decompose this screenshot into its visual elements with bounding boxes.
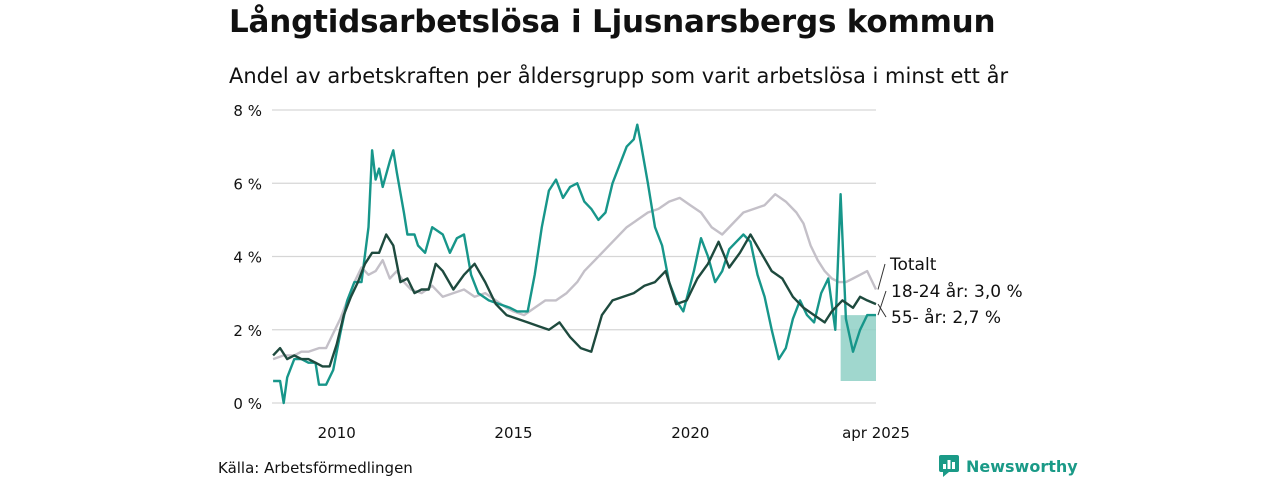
y-tick-label: 2 % [233,322,262,340]
label-leader [877,290,887,316]
label-leader [877,303,887,318]
band-area [840,315,876,382]
gridlines [272,109,876,404]
x-tick-label: 2010 [318,424,356,442]
x-tick-label: apr 2025 [842,424,910,442]
x-tick-label: 2020 [671,424,709,442]
x-axis-ticks: 2010 2015 2020 apr 2025 [318,424,910,442]
series-label-55: 55- år: 2,7 % [891,307,1001,328]
brand-name: Newsworthy [966,456,1078,476]
y-tick-label: 4 % [233,249,262,267]
series-lines [272,123,878,405]
source-note: Källa: Arbetsförmedlingen [218,459,413,477]
series-label-18-24: 18-24 år: 3,0 % [891,281,1023,302]
y-axis-ticks: 0 % 2 % 4 % 6 % 8 % [233,102,262,413]
brand-logo[interactable]: Newsworthy [939,455,1078,477]
y-tick-label: 6 % [233,175,262,193]
line-chart: 0 % 2 % 4 % 6 % 8 % 2010 2015 2020 apr 2025 Tot… [233,102,1023,442]
series-labels: Totalt 18-24 år: 3,0 % 55- år: 2,7 % [877,255,1023,328]
series-line-18-24 [273,123,876,405]
label-leader [877,263,886,290]
chart-title: Långtidsarbetslösa i Ljusnarsbergs kommu… [229,4,996,40]
y-tick-label: 8 % [233,102,262,120]
chart-subtitle: Andel av arbetskraften per åldersgrupp s… [229,64,1009,88]
uncertainty-band [840,315,876,382]
x-tick-label: 2015 [494,424,532,442]
series-line-55 [272,233,877,368]
series-label-totalt: Totalt [889,255,937,275]
y-tick-label: 0 % [233,395,262,413]
series-line-totalt [272,193,878,361]
newsworthy-logo-icon [939,455,959,477]
